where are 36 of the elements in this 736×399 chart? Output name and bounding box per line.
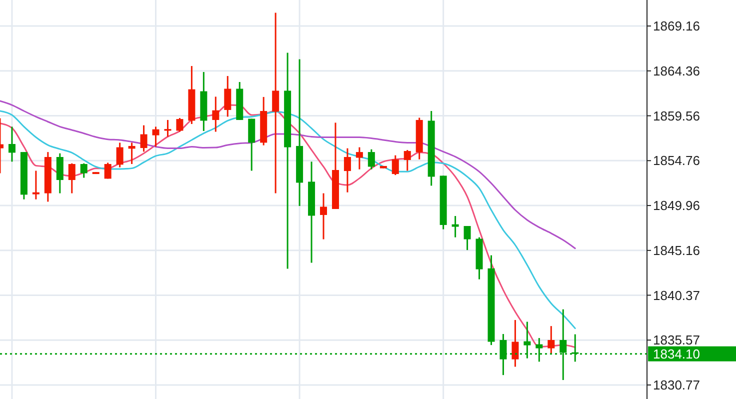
y-tick-label: 1859.56 — [653, 108, 700, 124]
candlestick — [176, 117, 184, 133]
candlestick — [68, 162, 76, 194]
y-tick-label: 1840.37 — [653, 288, 700, 303]
candlestick — [56, 152, 64, 194]
y-tick-label: 1869.16 — [653, 18, 700, 34]
candlestick — [248, 118, 256, 172]
candlestick — [104, 162, 112, 180]
ref-line-label: 1834.10 — [653, 346, 700, 362]
candlestick — [404, 149, 411, 172]
y-tick-label: 1845.16 — [653, 242, 700, 258]
y-tick-label: 1854.76 — [653, 153, 700, 168]
candlestick — [368, 148, 375, 170]
y-tick-label: 1830.77 — [653, 378, 700, 393]
candlestick — [224, 75, 232, 118]
candlestick — [8, 126, 16, 162]
candlestick — [272, 12, 280, 194]
candlestick — [320, 192, 327, 240]
candlestick — [80, 162, 88, 179]
candlestick — [392, 154, 399, 176]
candlestick — [32, 170, 40, 200]
candlestick — [116, 142, 124, 168]
y-tick-label: 1849.96 — [653, 198, 700, 214]
candlestick — [548, 325, 555, 355]
candlestick — [452, 215, 459, 238]
y-tick-label: 1864.36 — [653, 63, 700, 78]
candlestick — [464, 225, 471, 251]
candlestick — [356, 146, 363, 170]
candlestick — [140, 124, 148, 152]
line-series — [0, 100, 576, 250]
candlestick — [128, 142, 136, 165]
candlestick — [152, 126, 160, 148]
y-tick-label: 1835.57 — [653, 332, 700, 348]
candlestick — [212, 96, 220, 133]
candlestick — [512, 319, 519, 368]
candlestick — [344, 148, 351, 194]
